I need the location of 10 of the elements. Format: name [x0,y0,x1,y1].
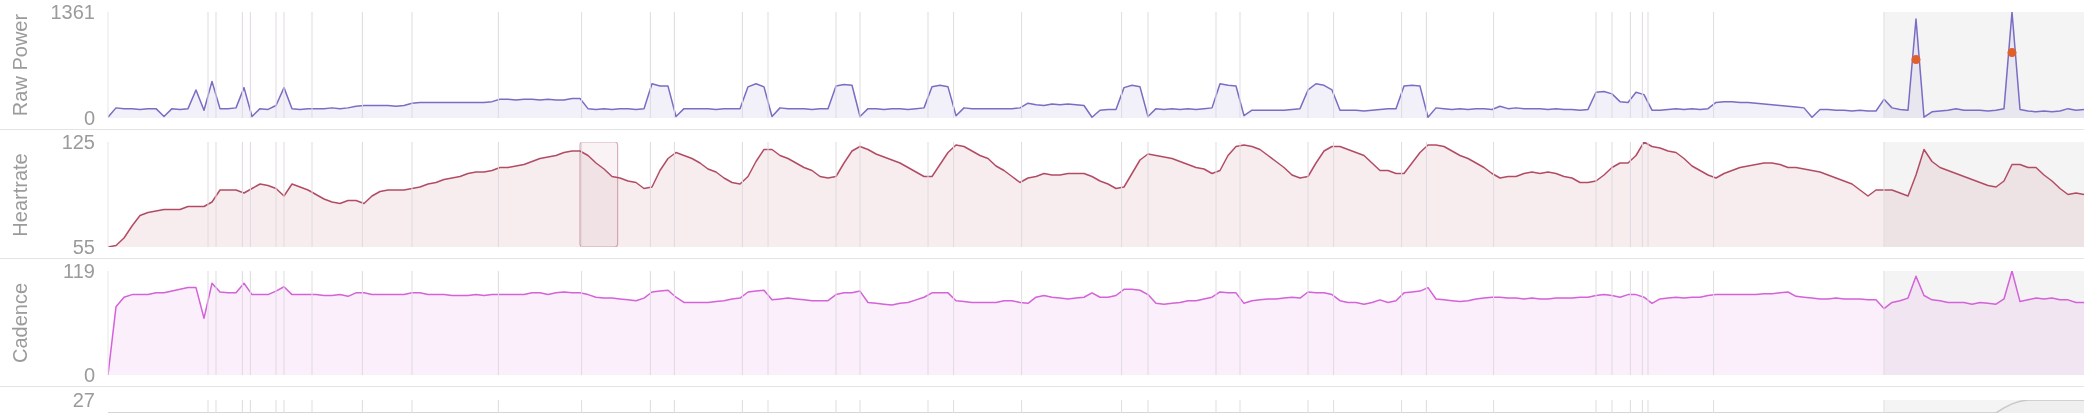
y-tick-label: 125 [61,131,95,154]
y-axis-title: Heartrate [9,152,31,237]
y-axis-title: Cadence [9,282,31,364]
y-tick-label: 0 [83,364,95,387]
text: 27 [72,389,95,411]
y-axis-title: Raw Power [9,13,31,117]
y-tick-label: 119 [63,260,95,283]
y-tick-label: 55 [72,236,95,259]
y-tick-label: 0 [83,107,95,130]
y-tick-label: 1361 [50,1,95,24]
